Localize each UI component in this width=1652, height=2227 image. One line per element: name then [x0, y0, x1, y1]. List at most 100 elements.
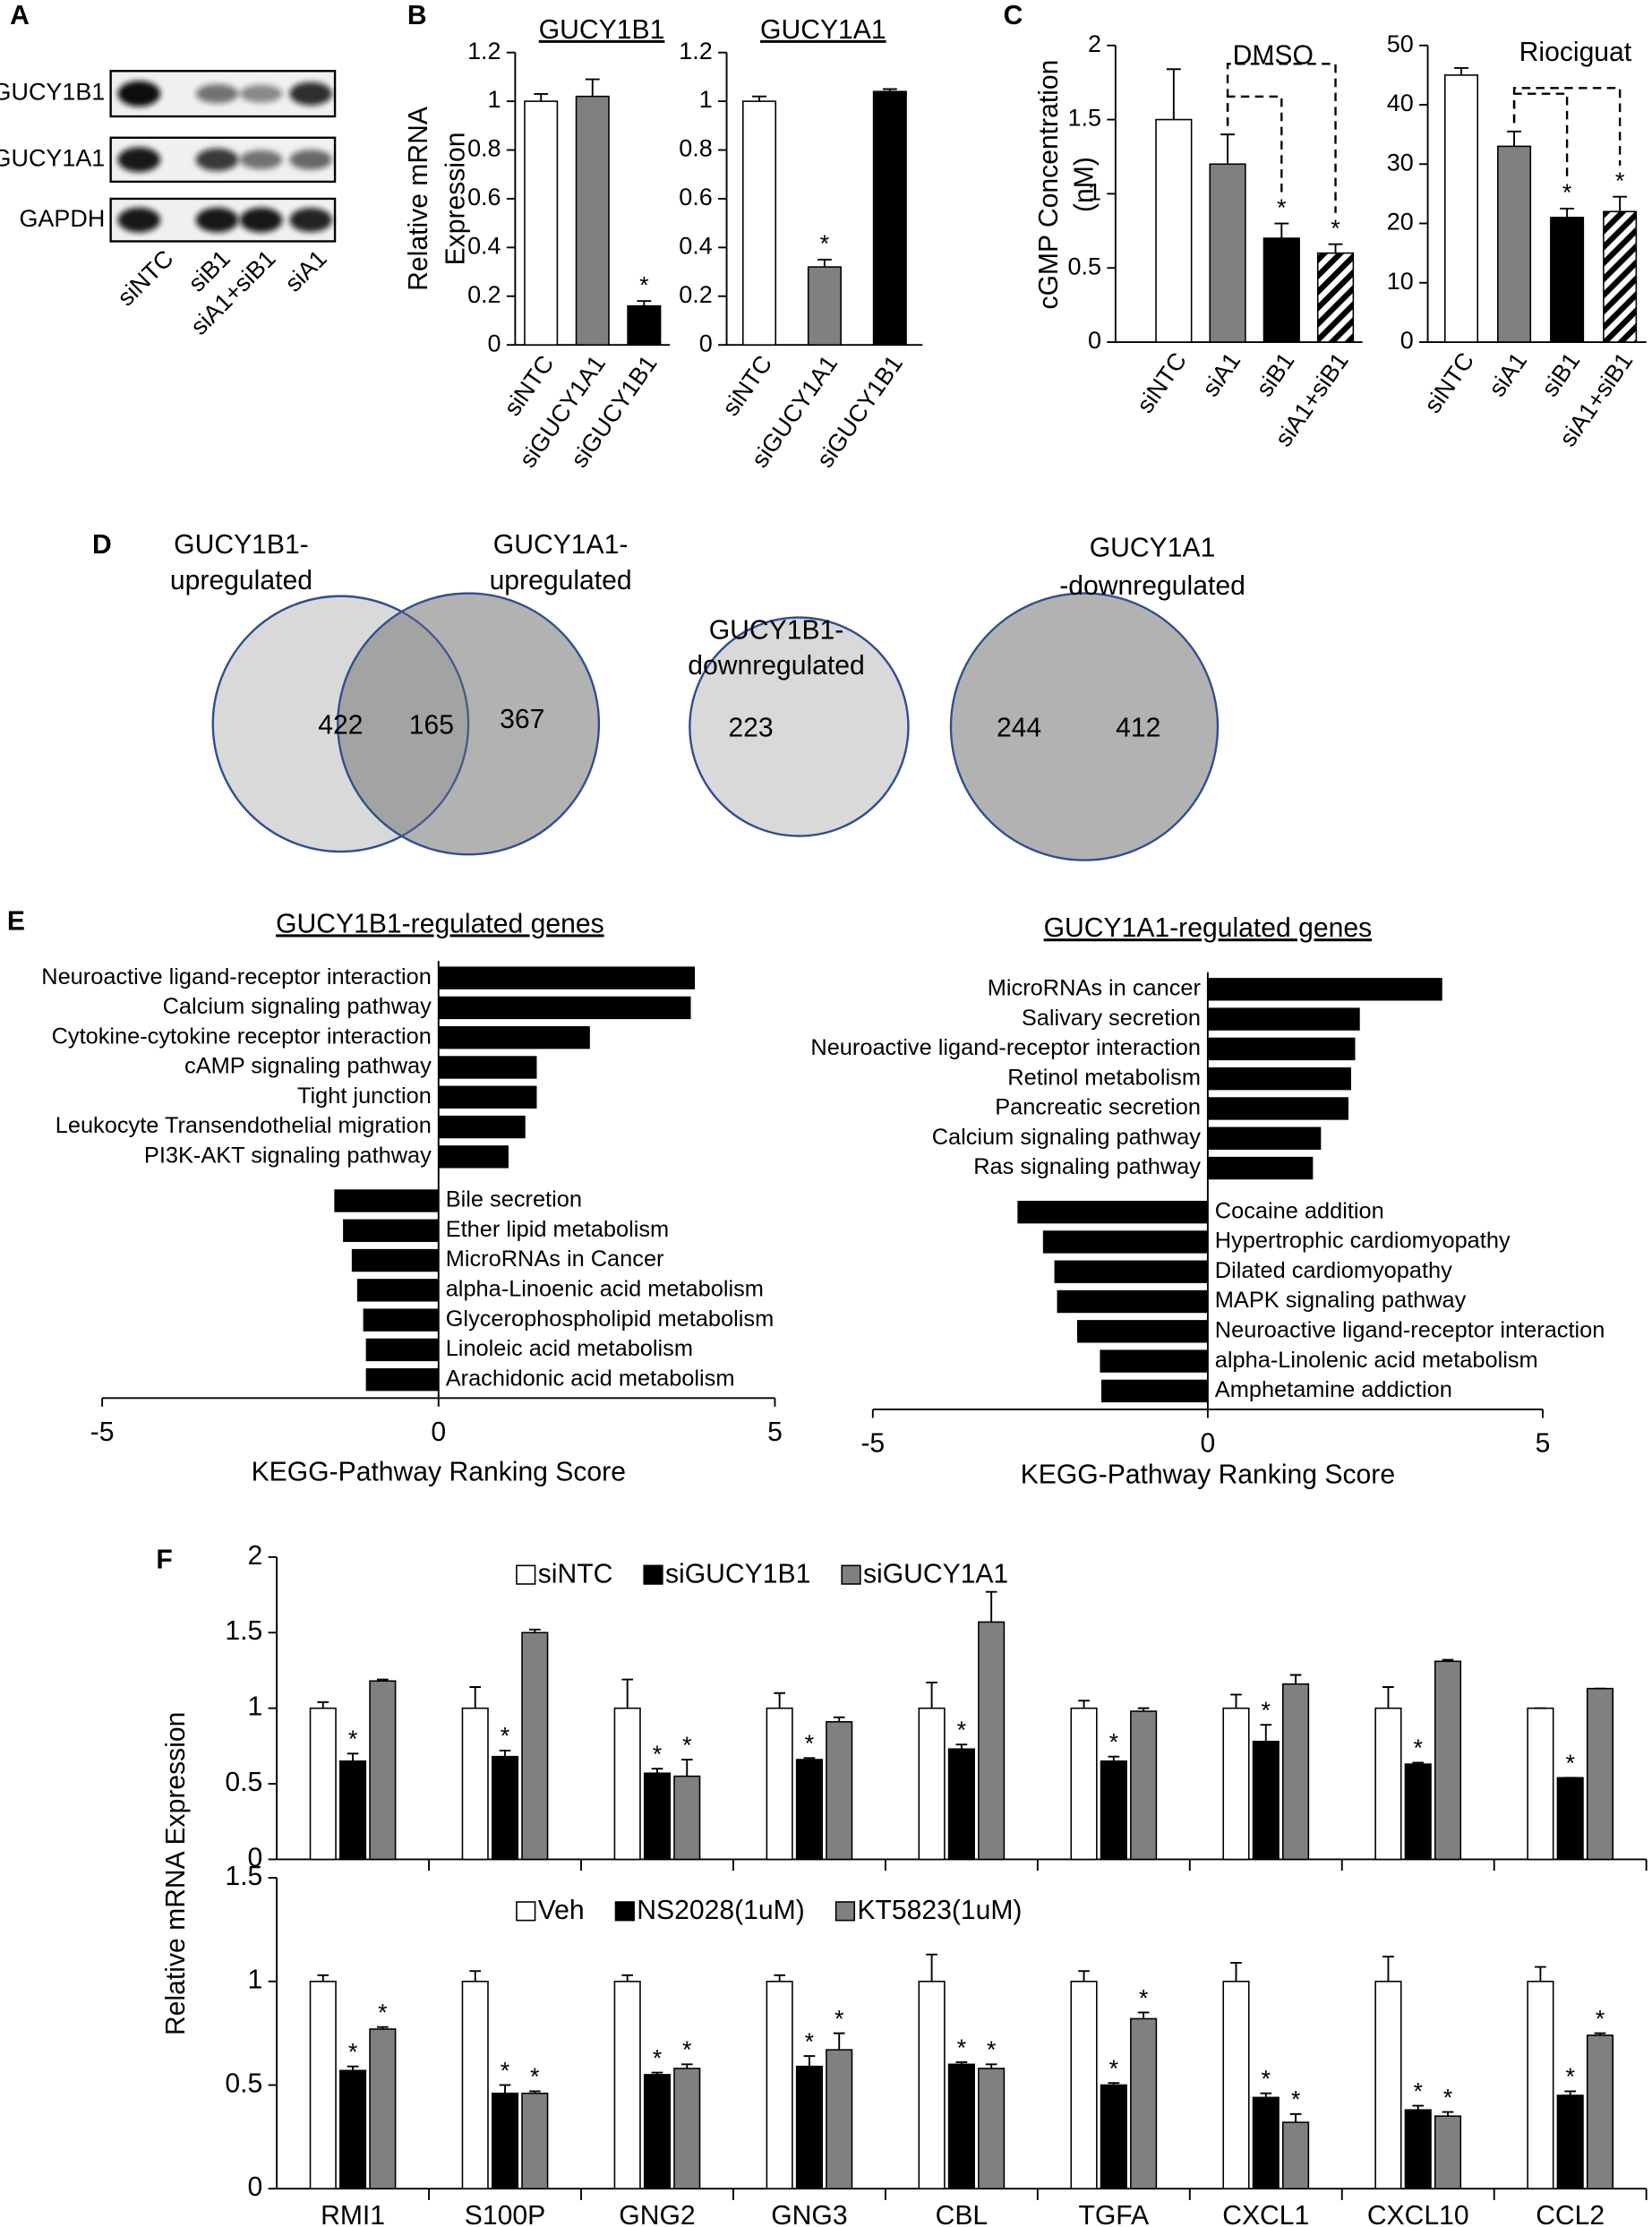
bar [741, 100, 777, 346]
bar [1434, 1660, 1462, 1861]
significance-star: * [1277, 194, 1287, 221]
venn-circle [949, 592, 1220, 861]
x-tick-label: GNG3 [771, 2201, 847, 2227]
y-axis-label: Relative mRNA [404, 106, 433, 291]
venn-outline [689, 616, 910, 837]
venn-count: 223 [728, 714, 773, 743]
significance-star: * [1565, 2063, 1575, 2090]
x-tick-label: -5 [90, 1418, 115, 1447]
significance-star: * [378, 2000, 388, 2026]
bar [365, 1368, 439, 1392]
bar [807, 266, 842, 346]
legend-swatch [614, 1901, 635, 1922]
bar [1130, 1710, 1158, 1861]
y-tick-label: 0.4 [467, 232, 501, 259]
bar [1207, 1037, 1356, 1061]
category-label: Hypertrophic cardiomyopathy [1215, 1229, 1511, 1254]
category-label: Amphetamine addiction [1215, 1377, 1452, 1402]
category-label: Calcium signaling pathway [932, 1125, 1202, 1150]
bar [369, 2028, 397, 2189]
error-bar [1289, 1674, 1302, 1684]
y-tick-label: 2 [247, 1541, 262, 1571]
bar [1252, 1740, 1280, 1861]
significance-star: * [1109, 2055, 1119, 2082]
venn-outline [211, 595, 470, 853]
category-label: Calcium signaling pathway [163, 994, 432, 1019]
y-tick-label: 1 [1088, 178, 1101, 205]
bar [1404, 1763, 1432, 1861]
bar [766, 1980, 793, 2189]
bar [627, 304, 662, 346]
error-bar [469, 1686, 482, 1709]
significance-star: * [1596, 2005, 1605, 2032]
legend-label: KT5823(1uM) [857, 1896, 1022, 1925]
error-bar [833, 1716, 845, 1722]
bar [461, 1707, 489, 1861]
bar [343, 1219, 439, 1242]
bar [356, 1279, 439, 1302]
significance-star: * [1615, 167, 1625, 194]
bar [339, 2069, 367, 2189]
bar [521, 2092, 549, 2189]
significance-star: * [1291, 2086, 1301, 2113]
bar [524, 100, 559, 346]
legend-label: Veh [538, 1896, 585, 1925]
category-label: Arachidonic acid metabolism [446, 1366, 735, 1391]
error-bar [1382, 1686, 1394, 1709]
significance-star: * [1413, 2077, 1423, 2104]
error-bar [637, 300, 652, 306]
y-tick-label: 0.5 [225, 2069, 262, 2098]
category-label: Neuroactive ligand-receptor interaction [810, 1035, 1201, 1060]
bar [1556, 2094, 1584, 2189]
bar [309, 1707, 337, 1861]
category-label: PI3K-AKT signaling pathway [144, 1143, 432, 1169]
blot-row-label: GUCY1B1 [0, 79, 105, 106]
y-tick-label: 0 [247, 2172, 262, 2202]
error-bar [317, 1700, 330, 1709]
error-bar [1078, 1970, 1090, 1982]
bar [1100, 1760, 1127, 1861]
category-label: MicroRNAs in cancer [988, 976, 1202, 1001]
error-bar [377, 2026, 389, 2029]
bar [1100, 2084, 1127, 2189]
bar [1017, 1200, 1208, 1224]
bar [1100, 1349, 1208, 1373]
error-bar [1412, 2104, 1425, 2111]
x-tick-label: 5 [767, 1418, 783, 1447]
y-axis-label: Expression [441, 132, 470, 265]
error-bar [803, 2055, 816, 2067]
significance-star: * [639, 271, 649, 298]
blot-band [289, 81, 332, 106]
blot-row-label: GUCY1A1 [0, 144, 105, 171]
y-tick-label: 2 [1088, 30, 1101, 57]
legend-swatch [835, 1901, 856, 1922]
chart-title: Riociguat [1519, 38, 1632, 67]
error-bar [1078, 1700, 1090, 1709]
bar [1207, 1097, 1348, 1120]
y-tick-label: 0.4 [679, 232, 712, 259]
bar [1527, 1707, 1554, 1861]
error-bar [985, 2063, 997, 2069]
y-tick-label: 0.5 [225, 1768, 262, 1797]
significance-star: * [1139, 1984, 1149, 2011]
significance-star: * [805, 2028, 815, 2055]
y-tick-label: 0.6 [679, 184, 712, 210]
chart-title: GUCY1A1-regulated genes [1044, 913, 1373, 943]
bar [491, 1755, 519, 1861]
y-tick-label: 1.2 [467, 38, 501, 64]
error-bar [317, 1974, 330, 1982]
significance-star: * [835, 2005, 844, 2032]
bar [872, 90, 907, 346]
category-label: Cocaine addition [1215, 1198, 1384, 1223]
venn-count: 244 [997, 714, 1041, 743]
significance-star: * [987, 2036, 997, 2063]
error-bar [774, 1974, 785, 1982]
bar [795, 2065, 823, 2189]
error-bar [377, 1678, 389, 1682]
category-label: Leukocyte Transendothelial migration [56, 1113, 432, 1138]
significance-star: * [682, 1732, 692, 1759]
bar [1100, 1379, 1208, 1403]
blot-band [117, 81, 161, 107]
bar [438, 1026, 590, 1049]
significance-star: * [1262, 1697, 1271, 1724]
